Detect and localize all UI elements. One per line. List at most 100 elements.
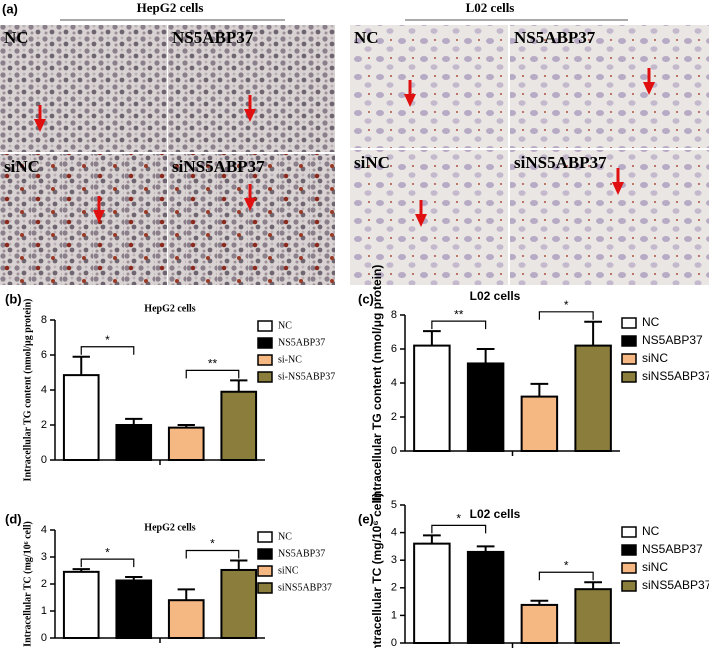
bar [62, 374, 100, 461]
legend-swatch [257, 531, 273, 543]
image-label: NC [4, 28, 29, 47]
significance-bracket [431, 524, 487, 534]
legend-swatch [257, 337, 273, 349]
arrow-head [244, 198, 256, 211]
legend-label: NS5ABP37 [278, 337, 325, 348]
significance-bracket [538, 311, 594, 320]
legend-label: si-NC [278, 354, 302, 365]
bar [62, 570, 100, 639]
legend-label: siNS5ABP37 [642, 369, 709, 383]
bar [574, 588, 612, 644]
y-tick-label: 0 [391, 445, 397, 457]
significance-label: * [564, 298, 569, 312]
legend-swatch [621, 544, 637, 556]
legend-swatch [621, 562, 637, 574]
significance-bracket [185, 369, 240, 379]
significance-label: * [105, 545, 110, 559]
arrow-head [612, 182, 624, 195]
legend-label: NC [642, 524, 660, 538]
y-tick-label: 4 [391, 377, 397, 389]
legend-swatch [621, 335, 637, 347]
y-tick-label: 2 [391, 582, 397, 594]
arrow-head [404, 94, 416, 107]
micrograph [350, 150, 508, 285]
y-tick-label: 2 [41, 419, 47, 431]
micrograph [350, 25, 508, 148]
arrow-head [643, 82, 655, 95]
legend-label: siNC [642, 351, 668, 365]
significance-label: * [105, 333, 110, 347]
micrograph [0, 154, 167, 285]
legend-swatch [257, 565, 273, 577]
y-tick-label: 8 [391, 309, 397, 321]
y-tick-label: 8 [41, 314, 47, 326]
legend-swatch [621, 580, 637, 592]
micrograph [168, 25, 335, 152]
image-label: siNS5ABP37 [172, 157, 265, 176]
micrograph [0, 25, 167, 152]
legend-label: NC [278, 531, 292, 542]
y-tick-label: 4 [41, 524, 47, 536]
y-axis-label: Intracellular TG content (nmol/μg protei… [370, 265, 384, 502]
y-axis-label: Intracellular TG content (nmol/μg protei… [22, 299, 33, 482]
significance-bracket [185, 549, 240, 559]
bar [413, 542, 451, 645]
image-label: siNC [354, 153, 390, 172]
bar [413, 344, 451, 453]
legend-label: NC [642, 315, 660, 329]
legend-swatch [257, 582, 273, 594]
y-tick-label: 5 [391, 499, 397, 511]
legend-swatch [257, 548, 273, 560]
legend-label: NS5ABP37 [642, 333, 703, 347]
bar [520, 603, 559, 644]
chart-title: HepG2 cells [144, 522, 195, 533]
arrow-head [244, 109, 256, 122]
legend-label: NS5ABP37 [278, 548, 325, 559]
panel-label: (a) [2, 1, 18, 16]
arrow-head [34, 119, 46, 132]
significance-label: * [564, 558, 569, 572]
micrograph [510, 150, 709, 285]
significance-bracket [80, 346, 135, 355]
image-label: NS5ABP37 [172, 28, 254, 47]
chart-title: L02 cells [470, 507, 521, 521]
image-label: siNS5ABP37 [514, 153, 607, 172]
legend-label: siNS5ABP37 [278, 582, 332, 593]
bar [167, 426, 205, 461]
y-tick-label: 2 [41, 578, 47, 590]
y-tick-label: 6 [41, 349, 47, 361]
y-tick-label: 4 [391, 527, 397, 539]
legend-swatch [257, 371, 273, 383]
y-tick-label: 6 [391, 343, 397, 355]
legend-swatch [257, 354, 273, 366]
y-tick-label: 0 [391, 637, 397, 648]
significance-bracket [80, 558, 135, 568]
image-label: siNC [4, 157, 40, 176]
y-tick-label: 3 [391, 554, 397, 566]
micrograph [168, 154, 335, 285]
bar [574, 344, 612, 453]
significance-label: * [210, 537, 215, 551]
bar [520, 395, 559, 453]
legend-swatch [621, 371, 637, 383]
significance-bracket [538, 571, 594, 581]
y-axis-label: Intracellular TC (mg/10⁶ cell) [22, 521, 33, 647]
bar [220, 568, 258, 640]
chart-title: HepG2 cells [144, 303, 195, 314]
y-tick-label: 2 [391, 411, 397, 423]
image-label: NC [354, 28, 379, 47]
image-label: NS5ABP37 [514, 28, 596, 47]
legend-label: siNC [278, 565, 299, 576]
y-tick-label: 4 [41, 384, 47, 396]
group-title: L02 cells [466, 0, 515, 15]
group-title: HepG2 cells [137, 0, 204, 15]
y-tick-label: 0 [41, 632, 47, 644]
y-tick-label: 1 [41, 605, 47, 617]
legend-label: siNS5ABP37 [642, 578, 709, 592]
legend-swatch [621, 353, 637, 365]
legend-label: si-NS5ABP37 [278, 371, 335, 382]
panel-label: (e) [358, 511, 374, 526]
significance-label: * [456, 512, 461, 526]
arrow-head [415, 214, 427, 227]
significance-label: ** [208, 357, 218, 371]
